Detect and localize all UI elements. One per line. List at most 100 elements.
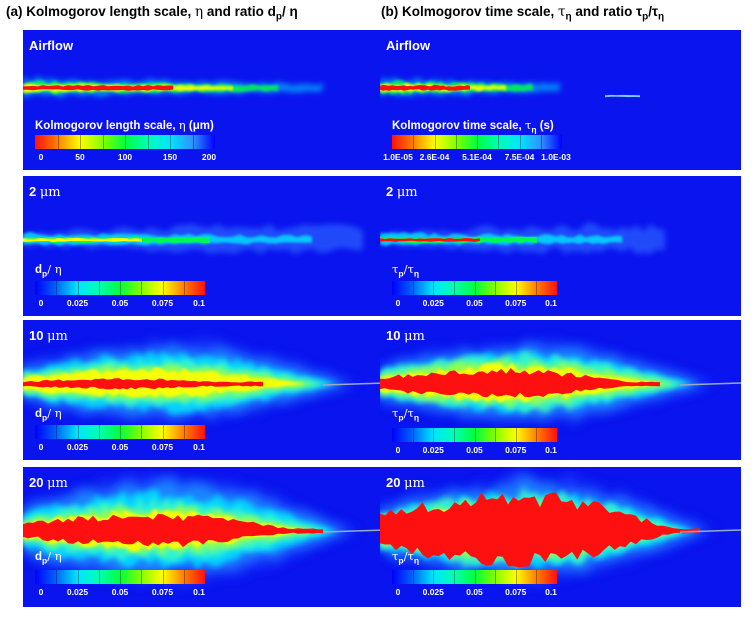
colorbar-tick-label: 50	[75, 152, 85, 162]
colorbar-tick-label: 0.05	[111, 298, 129, 308]
colorbar-divider	[183, 425, 185, 439]
colorbar-divider	[98, 570, 100, 584]
colorbar-divider	[412, 428, 414, 442]
colorbar-divider	[98, 281, 100, 295]
colorbar-divider	[453, 281, 455, 295]
colorbar-tick-label: 0.1	[193, 442, 205, 452]
colorbar-divider	[540, 135, 542, 149]
panel-label: 2 μm	[386, 184, 418, 200]
colorbar-tick-label: 0	[38, 587, 44, 597]
colorbar-ticks: 0 0.025 0.05 0.075 0.1	[392, 445, 557, 457]
colorbar-tick-label: 0.05	[466, 445, 483, 455]
colorbar-divider	[125, 135, 126, 149]
colorbar-title: Kolmogorov length scale, η (μm)	[35, 118, 214, 132]
colorbar-divider	[455, 135, 457, 149]
colorbar-divider	[162, 281, 164, 295]
colorbar-divider	[183, 281, 185, 295]
colorbar-tick-label: 0.1	[193, 587, 205, 597]
colorbar-tick-label: 7.5E-04	[504, 152, 535, 162]
colorbar-divider	[120, 425, 121, 439]
colorbar-ratio	[35, 425, 205, 439]
colorbar-ratio	[392, 428, 557, 442]
colorbar-title: τp/τη	[392, 406, 420, 423]
colorbar-divider	[77, 570, 79, 584]
colorbar-divider	[56, 281, 58, 295]
colorbar-ratio	[35, 281, 205, 295]
colorbar-tick-label: 0.025	[422, 445, 444, 455]
colorbar-ratio	[35, 570, 205, 584]
colorbar-ticks: 1.0E-05 2.6E-04 5.1E-04 7.5E-04 1.0E-03	[383, 152, 571, 164]
colorbar-divider	[57, 135, 59, 149]
colorbar-tick-label: 1.0E-05	[383, 152, 413, 162]
panel-label: Airflow	[386, 38, 431, 53]
colorbar-divider	[433, 281, 435, 295]
colorbar-tick-label: 0.075	[151, 298, 174, 308]
colorbar-divider	[120, 281, 121, 295]
colorbar-divider	[519, 135, 521, 149]
colorbar-title: Kolmogorov time scale, τη (s)	[392, 118, 554, 135]
colorbar-tick-label: 0.05	[466, 587, 483, 597]
colorbar-ticks: 0 0.025 0.05 0.075 0.1	[35, 298, 205, 310]
panel-label: 10 μm	[29, 328, 68, 344]
colorbar-tick-label: 0.05	[466, 298, 483, 308]
colorbar-divider	[413, 135, 415, 149]
panel-a-airflow: Airflow Kolmogorov length scale, η (μm) …	[23, 30, 384, 170]
colorbar-length	[35, 135, 215, 149]
panel-label: 20 μm	[29, 475, 68, 491]
panel-b-10um: 10 μm τp/τη 0 0.025 0.05 0.075 0.1	[380, 320, 741, 460]
colorbar-divider	[56, 425, 58, 439]
colorbar-divider	[477, 135, 478, 149]
colorbar-tick-label: 5.1E-04	[462, 152, 492, 162]
panel-b-airflow: Airflow Kolmogorov time scale, τη (s) 1.…	[380, 30, 741, 170]
colorbar-tick-label: 0.025	[422, 587, 444, 597]
colorbar-divider	[170, 135, 171, 149]
flow-field	[380, 176, 741, 316]
colorbar-divider	[147, 135, 149, 149]
colorbar-tick-label: 0.1	[545, 445, 557, 455]
panel-b-2um: 2 μm τp/τη 0 0.025 0.05 0.075 0.1	[380, 176, 741, 316]
colorbar-divider	[536, 281, 538, 295]
colorbar-divider	[162, 570, 164, 584]
panel-a-10um: 10 μm dp/ η 0 0.025 0.05 0.075 0.1	[23, 320, 384, 460]
colorbar-ticks: 0 0.025 0.05 0.075 0.1	[392, 587, 557, 599]
colorbar-tick-label: 0	[38, 442, 44, 452]
panel-label: Airflow	[29, 38, 74, 53]
colorbar-tick-label: 0	[38, 298, 44, 308]
colorbar-ratio	[392, 281, 557, 295]
colorbar-tick-label: 0	[395, 298, 401, 308]
colorbar-title: τp/τη	[392, 262, 420, 279]
colorbar-divider	[453, 428, 455, 442]
colorbar-divider	[98, 425, 100, 439]
column-title-b: (b) Kolmogorov time scale, τη and ratio …	[381, 4, 665, 23]
colorbar-tick-label: 200	[201, 152, 217, 162]
colorbar-divider	[77, 425, 79, 439]
colorbar-divider	[474, 428, 476, 442]
colorbar-tick-label: 0.075	[151, 587, 174, 597]
colorbar-tick-label: 0.025	[66, 298, 89, 308]
panel-a-20um: 20 μm dp/ η 0 0.025 0.05 0.075 0.1	[23, 467, 384, 607]
colorbar-title: dp/ η	[35, 406, 62, 423]
colorbar-divider	[453, 570, 455, 584]
colorbar-divider	[77, 281, 79, 295]
colorbar-title: dp/ η	[35, 262, 62, 279]
colorbar-tick-label: 0.1	[545, 587, 557, 597]
flow-field	[23, 320, 384, 460]
colorbar-tick-label: 0.05	[111, 587, 129, 597]
colorbar-divider	[192, 135, 194, 149]
colorbar-tick-label: 2.6E-04	[419, 152, 450, 162]
flow-field	[23, 176, 384, 316]
colorbar-divider	[515, 570, 517, 584]
panel-a-2um: 2 μm dp/ η 0 0.025 0.05 0.075 0.1	[23, 176, 384, 316]
colorbar-title: τp/τη	[392, 549, 420, 566]
colorbar-ratio	[392, 570, 557, 584]
colorbar-divider	[515, 281, 517, 295]
colorbar-divider	[141, 425, 143, 439]
colorbar-divider	[536, 428, 538, 442]
colorbar-divider	[162, 425, 164, 439]
panel-label: 10 μm	[386, 328, 425, 344]
flow-field	[23, 467, 384, 607]
colorbar-tick-label: 0.1	[193, 298, 205, 308]
colorbar-divider	[102, 135, 104, 149]
colorbar-divider	[120, 570, 121, 584]
colorbar-tick-label: 150	[162, 152, 178, 162]
